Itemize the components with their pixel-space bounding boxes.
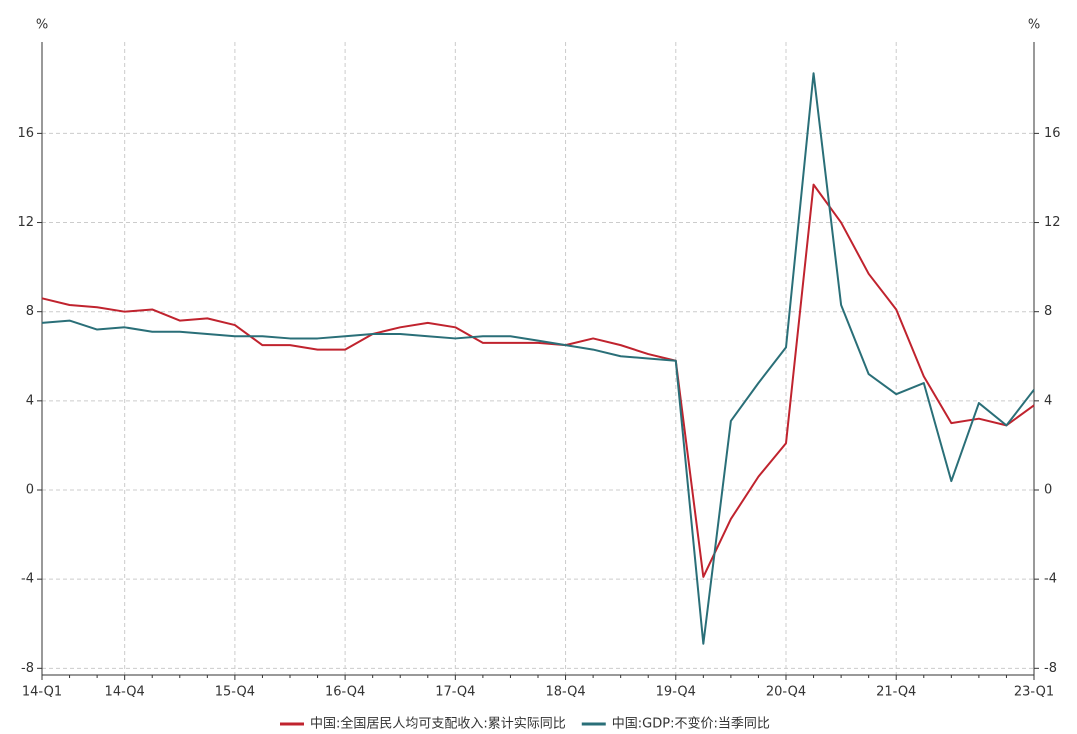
x-tick-label: 14-Q4 [105, 685, 145, 700]
series-line [41, 183, 1035, 578]
y2-tick-label: 12 [1044, 215, 1061, 230]
y2-tick-label: -8 [1044, 661, 1057, 676]
x-tick-label: 21-Q4 [876, 685, 916, 700]
x-tick-label: 23-Q1 [1014, 685, 1054, 700]
x-tick-label: 20-Q4 [766, 685, 806, 700]
y2-tick-label: 0 [1044, 483, 1052, 498]
y-tick-label: 0 [26, 483, 34, 498]
legend-label: 中国:GDP:不变价:当季同比 [612, 716, 770, 732]
x-tick-label: 16-Q4 [325, 685, 365, 700]
x-tick-label: 15-Q4 [215, 685, 255, 700]
legend-label: 中国:全国居民人均可支配收入:累计实际同比 [310, 716, 566, 732]
y-axis-label: % [36, 18, 48, 33]
legend: 中国:全国居民人均可支配收入:累计实际同比 中国:GDP:不变价:当季同比 [280, 716, 770, 732]
y-tick-label: 12 [17, 215, 34, 230]
y2-tick-label: 8 [1044, 304, 1052, 319]
x-tick-label: 17-Q4 [435, 685, 475, 700]
y-tick-label: 4 [26, 393, 34, 408]
series-line [41, 72, 1035, 645]
y-tick-label: 16 [17, 126, 34, 141]
y2-axis-label: % [1028, 18, 1040, 33]
y2-tick-label: 16 [1044, 126, 1061, 141]
y-tick-label: -4 [21, 572, 34, 587]
x-tick-label: 19-Q4 [656, 685, 696, 700]
y2-tick-label: -4 [1044, 572, 1057, 587]
x-tick-label: 14-Q1 [22, 685, 62, 700]
y-tick-label: -8 [21, 661, 34, 676]
y-tick-label: 8 [26, 304, 34, 319]
y2-tick-label: 4 [1044, 393, 1052, 408]
x-tick-label: 18-Q4 [545, 685, 585, 700]
